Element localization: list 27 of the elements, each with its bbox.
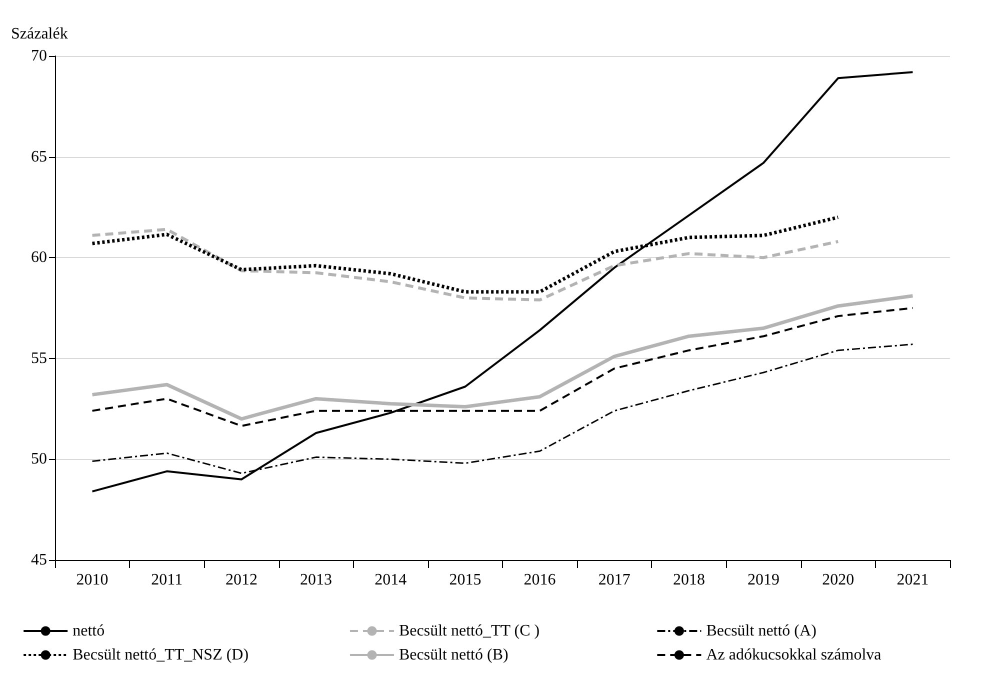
x-tick-label: 2017: [598, 572, 630, 588]
x-tick-label: 2019: [748, 572, 780, 588]
y-tick-label: 70: [31, 48, 47, 64]
y-tick-label: 45: [31, 552, 47, 568]
y-tick-label: 55: [31, 350, 47, 367]
legend-label: Becsült nettó_TT_NSZ (D): [72, 646, 249, 664]
line-series: [90, 228, 840, 302]
x-tick-label: 2011: [151, 572, 183, 588]
legend-label: Az adókucsokkal számolva: [706, 646, 882, 664]
legend-label: Becsült nettó (A): [706, 622, 816, 640]
y-tick-label: 50: [31, 450, 47, 468]
x-tick-label: 2021: [896, 572, 929, 588]
y-tick-label: 65: [31, 148, 47, 166]
legend-label: nettó: [72, 622, 105, 640]
x-tick-label: 2012: [225, 572, 258, 588]
x-tick-label: 2010: [76, 572, 108, 588]
x-tick-label: 2020: [822, 572, 854, 588]
x-tick-label: 2018: [672, 572, 705, 588]
line-series: [91, 71, 914, 492]
y-axis-title: Százalék: [11, 26, 68, 42]
x-tick-label: 2013: [300, 572, 332, 588]
legend-label: Becsült nettó_TT (C ): [399, 622, 540, 640]
x-tick-label: 2015: [449, 572, 482, 588]
legend-label: Becsült nettó (B): [399, 646, 508, 664]
x-tick-label: 2016: [524, 572, 556, 588]
y-tick-label: 60: [31, 249, 47, 266]
x-tick-label: 2014: [374, 572, 407, 588]
